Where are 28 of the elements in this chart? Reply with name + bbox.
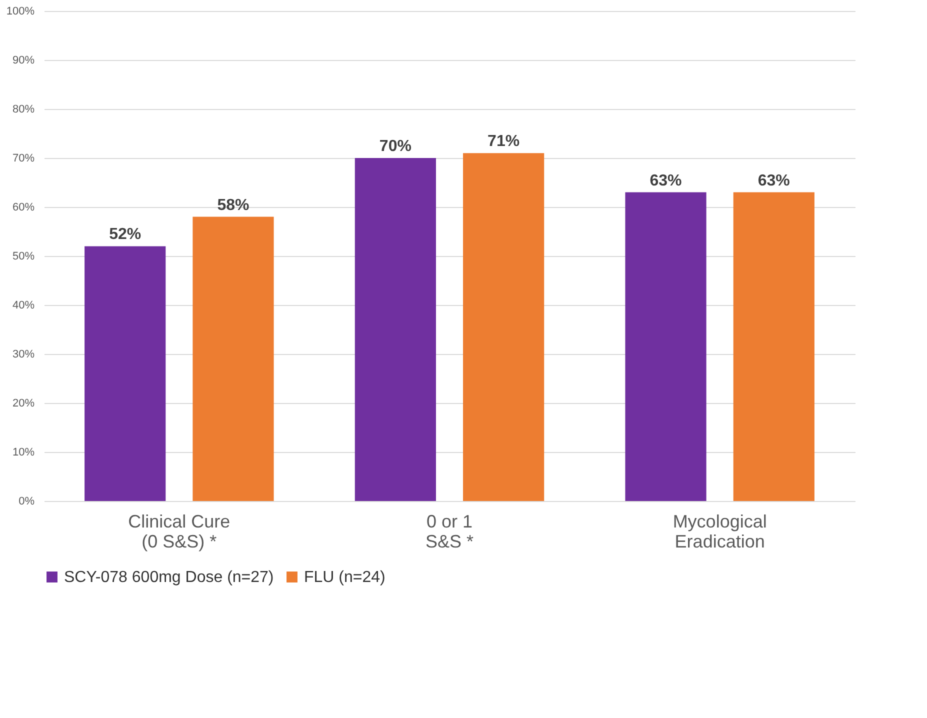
y-tick-label: 30%: [12, 348, 35, 360]
text: 71%: [488, 133, 520, 150]
x-tick-label: Mycological Eradication: [672, 512, 767, 552]
text: 52%: [109, 226, 142, 244]
bar: [354, 158, 436, 501]
y-tick-label: 0%: [18, 496, 35, 508]
legend-label: FLU (n=24): [304, 569, 386, 586]
legend-label: SCY-078 600mg Dose (n=27): [64, 569, 274, 586]
text: 70%: [379, 138, 412, 155]
bar: [84, 246, 166, 501]
y-tick-label: 40%: [12, 300, 35, 312]
text: 63%: [650, 172, 682, 190]
y-tick-label: 60%: [12, 202, 35, 214]
y-tick-label: 80%: [12, 104, 35, 116]
bar: [463, 153, 544, 501]
y-tick-label: 70%: [12, 152, 35, 164]
bar: [192, 216, 274, 501]
text: 58%: [217, 196, 250, 214]
y-tick-label: 90%: [12, 54, 35, 66]
x-tick-label: Clinical Cure (0 S&S) *: [128, 512, 230, 552]
y-tick-label: 100%: [6, 6, 35, 18]
y-tick-label: 50%: [12, 250, 35, 262]
y-tick-label: 10%: [12, 446, 35, 458]
text: 63%: [758, 172, 790, 190]
bar: [625, 192, 706, 501]
x-tick-label: 0 or 1 S&S *: [425, 512, 474, 552]
y-tick-label: 20%: [12, 398, 35, 410]
bar: [733, 192, 814, 501]
